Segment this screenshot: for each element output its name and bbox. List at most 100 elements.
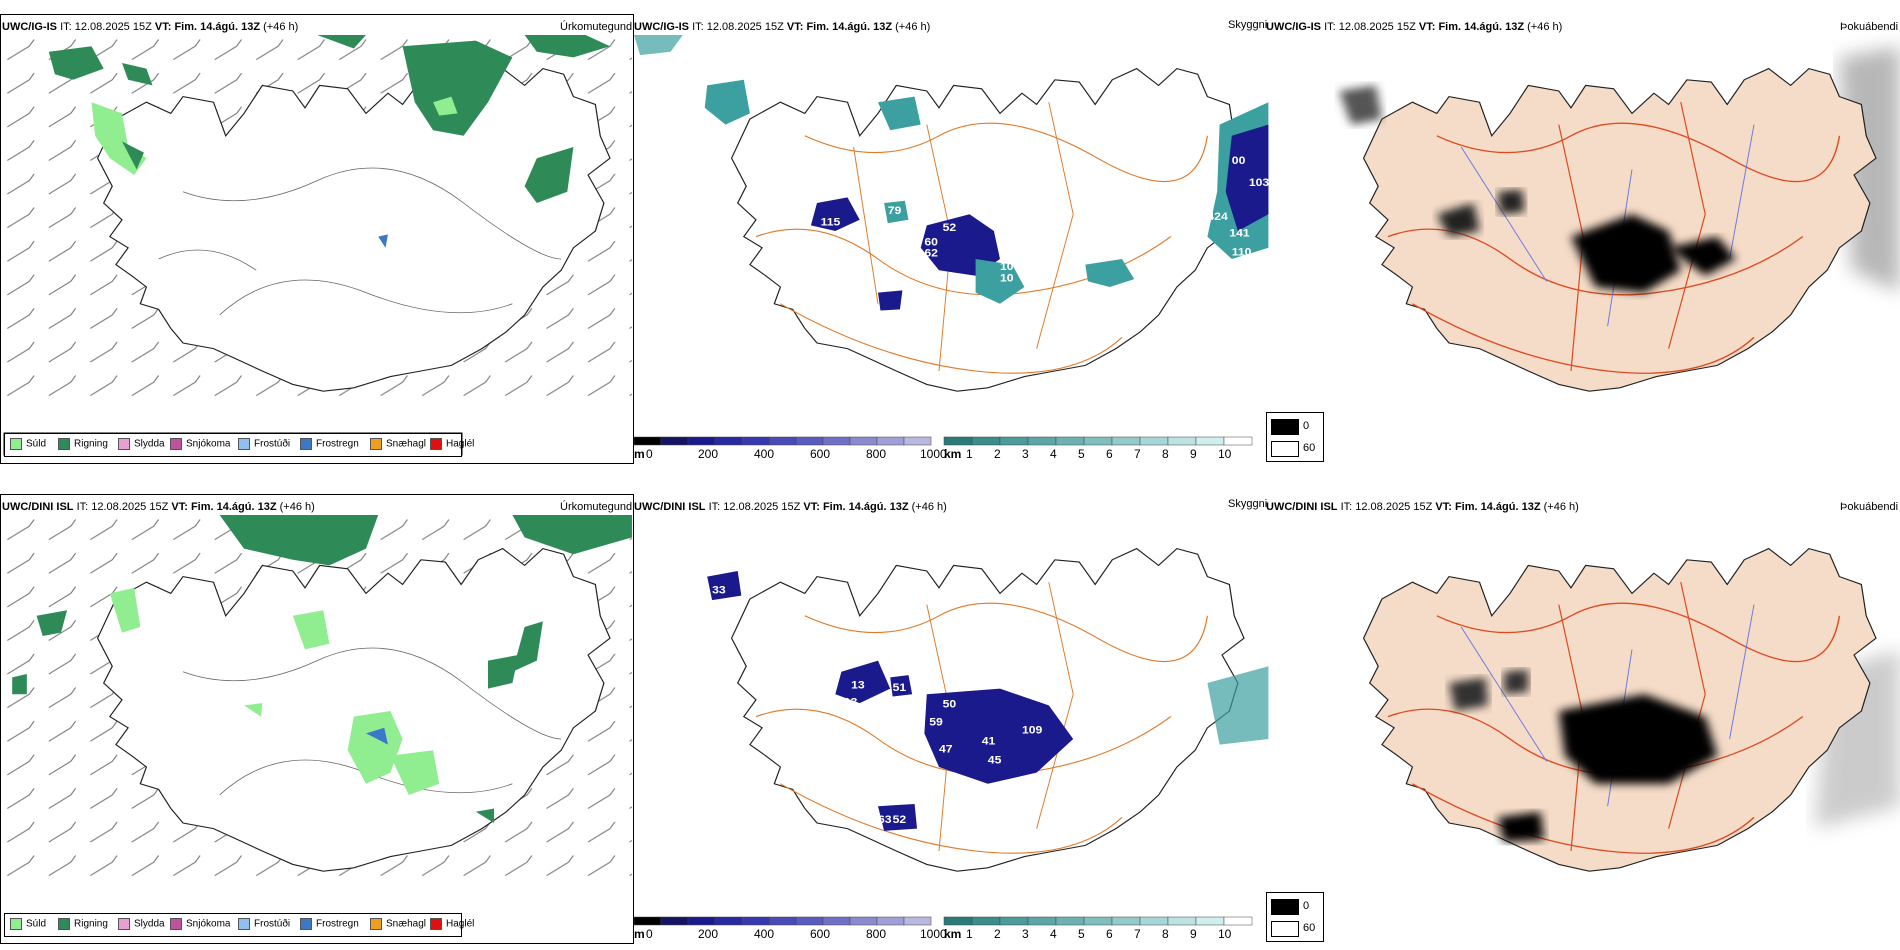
precip-legend-item: Rigning [58, 918, 108, 931]
precip-legend-swatch [170, 438, 182, 450]
cloud-km-scale-cell [1027, 916, 1057, 926]
cloud-km-scale-cell [1111, 436, 1141, 446]
precip-legend-item: Frostregn [300, 918, 359, 931]
cloud-m-tick: 0 [646, 927, 653, 941]
fog-swatch-black [1271, 419, 1299, 435]
precip-legend-item: Snjókoma [170, 918, 230, 931]
precip-legend-label: Haglél [446, 918, 475, 930]
precip-legend-swatch [370, 918, 382, 930]
cloud-m-scale-cell [822, 916, 851, 926]
cloud-map-bottom: 50 59 47 41 45 109 51 13 13 52 63 33 [707, 547, 1269, 872]
svg-text:79: 79 [888, 205, 902, 217]
precip-legend-label: Haglél [446, 438, 475, 450]
cloud-km-scale-cell [943, 436, 973, 446]
fog-legend-top: 0 60 [1266, 412, 1324, 462]
precip-legend-swatch [370, 438, 382, 450]
svg-text:00: 00 [1232, 154, 1246, 166]
cloud-km-tick: 7 [1134, 447, 1141, 461]
precip-legend-item: Snæhagl [370, 918, 426, 931]
svg-text:115: 115 [821, 216, 841, 228]
fog-label-60: 60 [1303, 922, 1316, 934]
svg-text:41: 41 [982, 735, 996, 747]
cloud-m-scale-cell [660, 436, 689, 446]
cloud-m-scale-cell [849, 916, 878, 926]
cloud-km-scale-cell [1223, 916, 1253, 926]
svg-text:13: 13 [844, 696, 858, 708]
precip-legend-swatch [300, 438, 312, 450]
precip-legend-label: Súld [26, 438, 47, 450]
cloud-map-top: 60 62 52 79 115 424 141 110 103 00 10 10 [634, 35, 1270, 392]
svg-text:50: 50 [943, 698, 957, 710]
cloud-m-scale-cell [795, 436, 824, 446]
precip-header-top: UWC/IG-IS IT: 12.08.2025 15Z VT: Fim. 14… [2, 21, 299, 33]
cloud-km-tick: 10 [1218, 447, 1232, 461]
cloud-scale-bottom: m 0 200 400 600 800 1000 km 1 2 3 4 5 6 7 8 9 10 [634, 916, 1264, 942]
precip-legend-item: Snæhagl [370, 438, 426, 451]
cloud-m-scale-cell [768, 436, 797, 446]
precip-legend-label: Snæhagl [386, 918, 427, 930]
fog-type-title-bottom: Þokuábendi [1840, 501, 1899, 513]
cloud-km-scale-cell [1083, 436, 1113, 446]
precip-legend-item: Snjókoma [170, 438, 230, 451]
cloud-km-unit: km [944, 927, 961, 941]
cloud-m-tick: 600 [810, 447, 830, 461]
precip-legend-item: Haglél [430, 438, 474, 451]
cloud-km-tick: 6 [1106, 927, 1113, 941]
cloud-km-tick: 9 [1190, 447, 1197, 461]
cloud-km-scale-cell [1083, 916, 1113, 926]
fog-type-title-top: Þokuábendi [1840, 21, 1899, 33]
cloud-m-scale-cell [741, 436, 770, 446]
precip-legend-item: Súld [10, 918, 46, 931]
cloud-km-scale-cell [971, 436, 1001, 446]
cloud-m-tick: 1000 [920, 927, 947, 941]
fog-swatch-white [1271, 441, 1299, 457]
cloud-km-tick: 2 [994, 447, 1001, 461]
cloud-m-tick: 0 [646, 447, 653, 461]
precip-panel-bottom [0, 494, 634, 944]
svg-text:52: 52 [893, 813, 907, 825]
precip-legend-label: Snjókoma [186, 438, 231, 450]
precip-legend-swatch [118, 918, 130, 930]
svg-text:424: 424 [1207, 210, 1228, 222]
precip-type-title-top: Úrkomutegund [560, 21, 633, 33]
precip-legend-label: Rigning [74, 438, 108, 450]
svg-text:47: 47 [939, 743, 953, 755]
cloud-m-tick: 800 [866, 927, 886, 941]
cloud-scale-bars-top: m 0 200 400 600 800 1000 km 1 2 3 4 5 6 7 8 9 10 [634, 436, 1253, 461]
precip-legend-swatch [10, 918, 22, 930]
cloud-km-scale-cell [1055, 436, 1085, 446]
cloud-m-tick: 200 [698, 447, 718, 461]
precip-legend-label: Slydda [134, 918, 165, 930]
svg-text:62: 62 [924, 247, 938, 259]
precip-legend-swatch [238, 438, 250, 450]
precip-legend-item: Haglél [430, 918, 474, 931]
svg-text:13: 13 [851, 679, 865, 691]
cloud-km-scale-cell [1223, 436, 1253, 446]
fog-map-bottom [1362, 547, 1900, 872]
cloud-m-tick: 1000 [920, 447, 947, 461]
precip-legend-label: Frostregn [316, 438, 359, 450]
cloud-type-title-top: Skyggni [1228, 19, 1268, 31]
cloud-m-scale-cell [903, 916, 932, 926]
cloud-m-scale-cell [687, 436, 716, 446]
cloud-header-bottom: UWC/DINI ISL IT: 12.08.2025 15Z VT: Fim.… [634, 501, 947, 513]
cloud-km-scale-cell [943, 916, 973, 926]
cloud-km-scale-cell [1195, 436, 1225, 446]
precip-legend-swatch [118, 438, 130, 450]
cloud-km-tick: 5 [1078, 447, 1085, 461]
cloud-km-tick: 2 [994, 927, 1001, 941]
cloud-m-scale-cell [876, 436, 905, 446]
fog-label-0: 0 [1303, 420, 1310, 432]
cloud-km-tick: 8 [1162, 447, 1169, 461]
cloud-km-scale-cell [971, 916, 1001, 926]
precip-panel-top [0, 14, 634, 464]
svg-text:51: 51 [893, 681, 907, 693]
fog-label-0: 0 [1303, 900, 1310, 912]
precip-legend-item: Frostúði [238, 438, 290, 451]
precip-legend-label: Snæhagl [386, 438, 427, 450]
cloud-m-scale-cell [903, 436, 932, 446]
precip-legend-item: Súld [10, 438, 46, 451]
cloud-km-tick: 10 [1218, 927, 1232, 941]
precip-legend-swatch [430, 438, 442, 450]
precip-legend-item: Rigning [58, 438, 108, 451]
